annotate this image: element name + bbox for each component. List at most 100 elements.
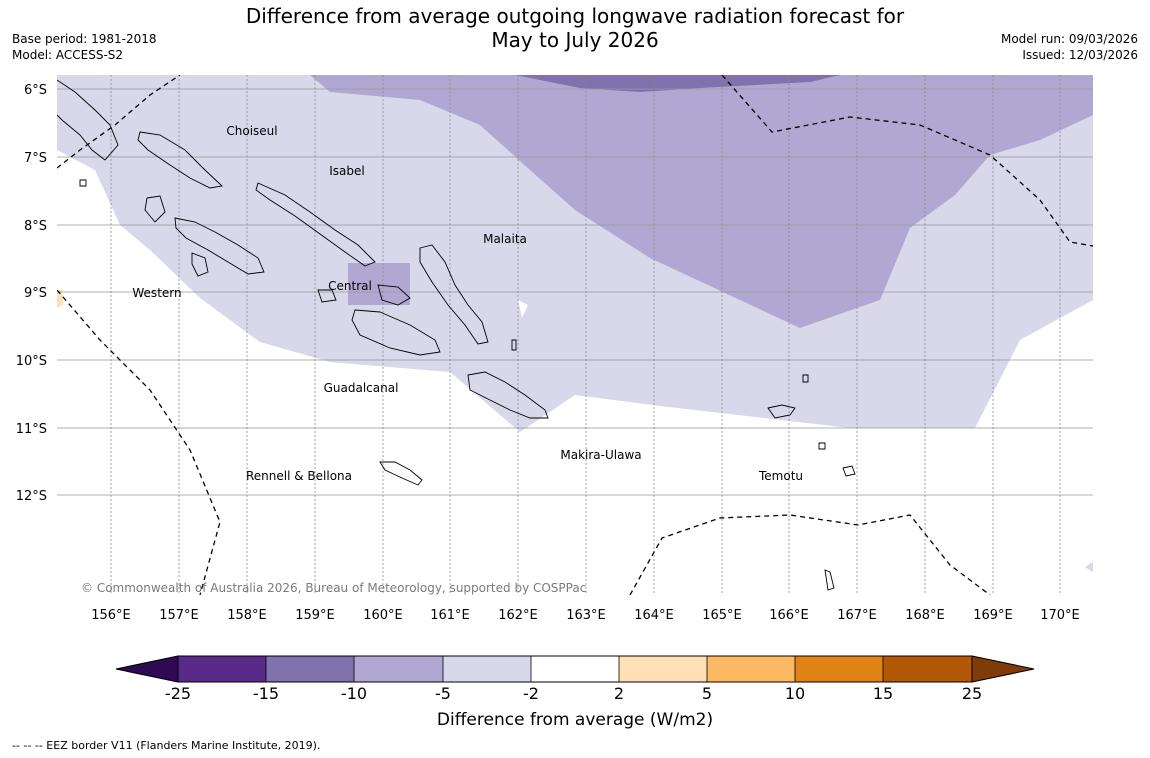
map-area: Choiseul Isabel Malaita Western Central … xyxy=(57,75,1093,595)
malaita-island xyxy=(419,244,489,345)
title-line-2: May to July 2026 xyxy=(491,28,659,52)
anomaly-region-dark xyxy=(515,75,840,92)
colorbar-tick-neg25: -25 xyxy=(165,684,191,703)
bougainville-island xyxy=(57,79,119,161)
utupua-island xyxy=(818,442,826,450)
rennell-island xyxy=(379,461,423,486)
colorbar-tick-25: 25 xyxy=(962,684,982,703)
lon-label-158e: 158°E xyxy=(227,608,267,623)
lon-label-157e: 157°E xyxy=(159,608,199,623)
lat-label-8s: 8°S xyxy=(24,219,47,234)
colorbar-segment-6 xyxy=(619,656,707,682)
eez-border-west xyxy=(57,289,221,595)
label-rennell-bellona: Rennell & Bellona xyxy=(246,469,352,483)
colorbar-tick-10: 10 xyxy=(785,684,805,703)
colorbar-tick-neg5: -5 xyxy=(435,684,451,703)
colorbar-extend-low xyxy=(115,655,179,683)
label-malaita: Malaita xyxy=(483,232,527,246)
anomaly-patch-edge xyxy=(1085,562,1093,572)
label-choiseul: Choiseul xyxy=(226,124,277,138)
new-georgia-island xyxy=(174,217,265,275)
lon-label-169e: 169°E xyxy=(973,608,1013,623)
colorbar-tick-neg10: -10 xyxy=(341,684,367,703)
lon-label-168e: 168°E xyxy=(905,608,945,623)
base-period: Base period: 1981-2018 xyxy=(12,32,157,46)
label-isabel: Isabel xyxy=(329,164,364,178)
colorbar-tick-15: 15 xyxy=(873,684,893,703)
lat-label-12s: 12°S xyxy=(16,489,47,504)
copyright-notice: © Commonwealth of Australia 2026, Bureau… xyxy=(81,581,586,595)
eez-legend-note: -- -- -- EEZ border V11 (Flanders Marine… xyxy=(12,739,321,752)
tikopia-island xyxy=(824,569,835,591)
colorbar-segment-5 xyxy=(531,656,619,682)
anomaly-patch-positive xyxy=(57,288,63,308)
label-central: Central xyxy=(328,279,372,293)
colorbar-segment-9 xyxy=(883,656,972,682)
lon-label-166e: 166°E xyxy=(769,608,809,623)
lon-label-164e: 164°E xyxy=(634,608,674,623)
choiseul-island xyxy=(137,131,223,189)
title-line-1: Difference from average outgoing longwav… xyxy=(245,4,905,28)
colorbar-segment-7 xyxy=(707,656,795,682)
map-title: Difference from average outgoing longwav… xyxy=(200,4,950,52)
santa-cruz-island xyxy=(767,404,796,419)
colorbar-tick-2: 2 xyxy=(614,684,624,703)
model-name: Model: ACCESS-S2 xyxy=(12,48,124,62)
model-run: Model run: 09/03/2026 xyxy=(1000,32,1138,46)
lat-label-6s: 6°S xyxy=(24,83,47,98)
lat-label-9s: 9°S xyxy=(24,286,47,301)
nggela-island xyxy=(317,289,337,303)
coastlines xyxy=(57,79,856,591)
colorbar-segment-1 xyxy=(178,656,266,682)
colorbar-extend-high xyxy=(971,655,1035,683)
lon-label-160e: 160°E xyxy=(363,608,403,623)
lon-label-167e: 167°E xyxy=(837,608,877,623)
colorbar-dividers xyxy=(265,656,884,682)
meta-left: Base period: 1981-2018 Model: ACCESS-S2 xyxy=(12,31,157,63)
lon-label-163e: 163°E xyxy=(566,608,606,623)
latitude-gridlines xyxy=(57,88,1093,496)
meta-right: Model run: 09/03/2026 Issued: 12/03/2026 xyxy=(1001,31,1138,63)
place-labels: Choiseul Isabel Malaita Western Central … xyxy=(132,124,803,483)
colorbar-segment-3 xyxy=(354,656,443,682)
label-guadalcanal: Guadalcanal xyxy=(324,381,399,395)
longitude-gridlines xyxy=(110,75,1061,595)
lon-label-161e: 161°E xyxy=(430,608,470,623)
longitude-labels: 156°E 157°E 158°E 159°E 160°E 161°E 162°… xyxy=(91,608,1080,623)
ulawa-island xyxy=(511,339,517,351)
label-makira-ulawa: Makira-Ulawa xyxy=(560,448,641,462)
anomaly-region-medium xyxy=(310,75,1093,328)
anomaly-gap xyxy=(518,300,528,318)
eez-borders xyxy=(57,75,1093,595)
lon-label-162e: 162°E xyxy=(498,608,538,623)
eez-border-southeast xyxy=(629,514,991,595)
colorbar-title: Difference from average (W/m2) xyxy=(437,710,713,730)
colorbar-segment-2 xyxy=(266,656,354,682)
lat-label-7s: 7°S xyxy=(24,151,47,166)
colorbar-tick-neg15: -15 xyxy=(253,684,279,703)
vanikoro-island xyxy=(842,465,856,477)
label-western: Western xyxy=(132,286,181,300)
lat-label-10s: 10°S xyxy=(16,354,47,369)
eez-border-northwest xyxy=(57,75,181,169)
lon-label-159e: 159°E xyxy=(295,608,335,623)
savo-russell-island xyxy=(377,284,411,306)
vella-lavella-island xyxy=(144,195,166,223)
anomaly-patch-central xyxy=(348,263,410,305)
lon-label-165e: 165°E xyxy=(702,608,742,623)
label-temotu: Temotu xyxy=(758,469,803,483)
colorbar-tick-neg2: -2 xyxy=(523,684,539,703)
lon-label-170e: 170°E xyxy=(1040,608,1080,623)
colorbar-ticks: -25 -15 -10 -5 -2 2 5 10 15 25 xyxy=(165,684,982,703)
colorbar-outline xyxy=(177,655,973,683)
colorbar-tick-5: 5 xyxy=(702,684,712,703)
eez-border-northeast xyxy=(721,75,1093,247)
issued-date: Issued: 12/03/2026 xyxy=(1022,48,1138,62)
isabel-island xyxy=(255,182,376,267)
shortland-island xyxy=(79,179,87,187)
lat-label-11s: 11°S xyxy=(16,422,47,437)
latitude-labels: 6°S 7°S 8°S 9°S 10°S 11°S 12°S xyxy=(16,83,47,504)
colorbar: -25 -15 -10 -5 -2 2 5 10 15 25 Differenc… xyxy=(115,655,1035,730)
colorbar-segment-4 xyxy=(443,656,531,682)
